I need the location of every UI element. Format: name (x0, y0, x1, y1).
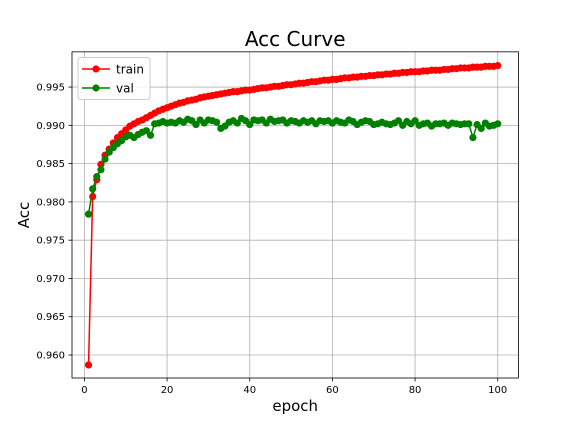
plot-frame (71, 51, 519, 379)
data-point-val (146, 131, 155, 139)
y-tick-label: 0.970 (36, 274, 65, 285)
x-tick-label: 40 (243, 385, 256, 396)
data-point-val (142, 127, 150, 135)
x-tick-label: 0 (81, 385, 87, 396)
legend-label-val: val (116, 82, 134, 96)
x-tick-label: 100 (488, 385, 507, 396)
data-point-train (89, 192, 97, 201)
data-point-val (84, 210, 93, 218)
data-point-val (101, 155, 109, 163)
x-axis-title: epoch (272, 397, 318, 415)
x-tick-label: 60 (326, 385, 339, 396)
x-tick-label: 20 (161, 385, 174, 396)
data-point-val (97, 166, 105, 174)
data-point-val (246, 120, 254, 129)
data-point-val (192, 120, 200, 129)
legend-label-train: train (116, 63, 144, 77)
chart-title: Acc Curve (245, 27, 346, 51)
data-point-train (84, 361, 93, 369)
y-axis-title: Acc (15, 202, 33, 229)
data-point-train (494, 62, 502, 70)
series-train (84, 62, 502, 369)
data-point-val (411, 117, 419, 125)
data-point-val (394, 117, 403, 125)
data-point-val (93, 173, 101, 181)
legend: train val (77, 57, 151, 100)
legend-marker-val (92, 84, 100, 92)
data-point-val (494, 120, 502, 128)
axis-ticks: 0 20 40 60 80 100 0.960 0.965 0.970 0.975 0.980 0.9… (36, 83, 507, 396)
plot-area (72, 51, 519, 379)
y-tick-label: 0.995 (36, 83, 65, 94)
series-layer (84, 62, 502, 369)
y-tick-label: 0.990 (36, 121, 65, 132)
data-point-val (469, 133, 477, 142)
y-tick-label: 0.975 (36, 236, 65, 247)
data-point-val (105, 148, 113, 156)
series-val (84, 114, 502, 218)
y-tick-label: 0.980 (36, 197, 65, 208)
y-tick-label: 0.965 (36, 312, 65, 323)
data-point-val (477, 124, 485, 132)
data-point-val (89, 185, 97, 193)
y-tick-label: 0.960 (36, 351, 65, 362)
data-point-val (465, 120, 473, 128)
x-tick-label: 80 (409, 385, 422, 396)
data-point-val (233, 119, 241, 127)
data-point-val (213, 118, 221, 126)
y-tick-label: 0.985 (36, 159, 65, 170)
legend-marker-train (92, 65, 100, 73)
